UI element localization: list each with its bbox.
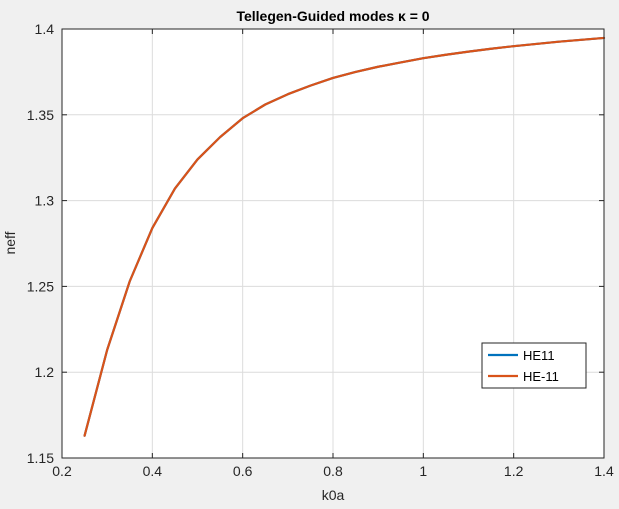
y-tick-label: 1.2 <box>35 364 55 380</box>
legend-entry: HE-11 <box>523 369 559 384</box>
x-axis-label: k0a <box>322 487 345 503</box>
series-layer <box>83 36 606 437</box>
x-tick-label: 0.4 <box>143 463 163 479</box>
x-tick-label: 1.2 <box>504 463 524 479</box>
y-tick-label: 1.35 <box>27 107 54 123</box>
ticks: 0.2 0.4 0.6 0.8 1 1.2 1.4 1.15 1.2 1.25 1.3 1.35 1.4 <box>27 21 614 479</box>
y-tick-label: 1.25 <box>27 278 54 294</box>
legend: HE11 HE-11 <box>481 342 587 389</box>
x-tick-label: 1.4 <box>594 463 614 479</box>
y-tick-label: 1.15 <box>27 450 54 466</box>
x-tick-label: 0.8 <box>323 463 343 479</box>
chart-title: Tellegen-Guided modes κ = 0 <box>236 8 429 24</box>
y-tick-label: 1.3 <box>35 193 55 209</box>
legend-entry: HE11 <box>523 348 555 363</box>
y-axis-label: neff <box>2 231 18 254</box>
x-tick-label: 0.2 <box>52 463 72 479</box>
series-line-he-11 <box>83 36 606 437</box>
y-tick-label: 1.4 <box>35 21 55 37</box>
x-tick-label: 1 <box>419 463 427 479</box>
x-tick-label: 0.6 <box>233 463 253 479</box>
legend-box <box>481 342 587 389</box>
